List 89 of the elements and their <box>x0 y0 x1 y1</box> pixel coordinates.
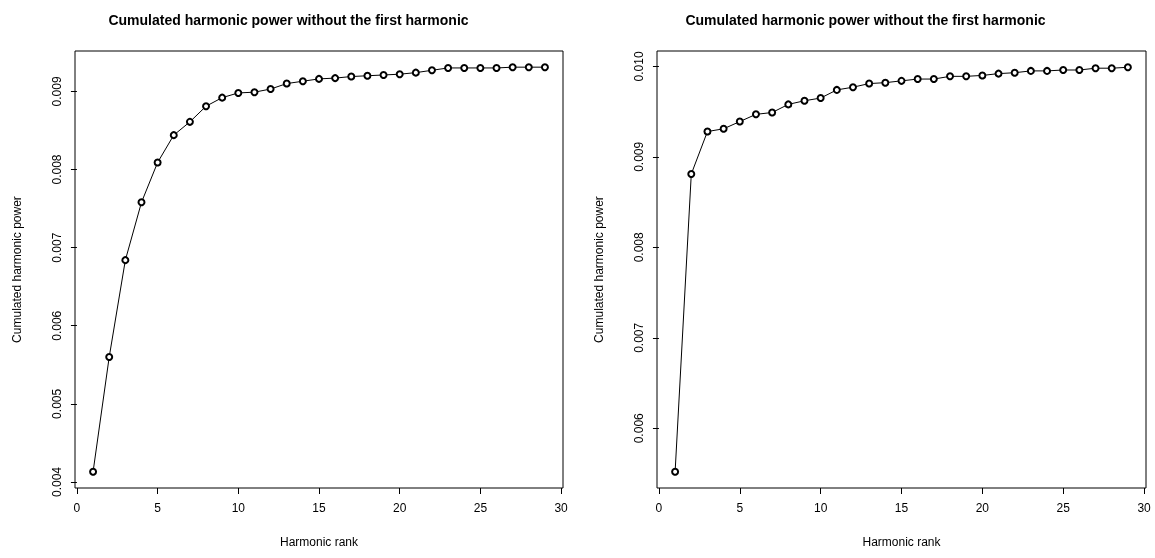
y-tick-label: 0.007 <box>632 322 646 353</box>
point <box>897 76 906 85</box>
point <box>492 63 501 72</box>
point <box>411 68 420 77</box>
point <box>218 93 227 102</box>
point <box>315 74 323 83</box>
point <box>735 117 744 126</box>
point <box>929 75 938 84</box>
point <box>137 198 146 207</box>
point <box>1059 66 1068 74</box>
x-tick-label: 5 <box>736 501 744 515</box>
point <box>913 75 922 84</box>
y-tick-label: 0.008 <box>632 231 646 263</box>
x-tick-label: 30 <box>1137 501 1152 515</box>
point <box>427 66 436 75</box>
point <box>460 63 469 72</box>
point <box>202 102 211 111</box>
point <box>524 63 533 72</box>
point <box>234 88 243 97</box>
point <box>363 71 372 80</box>
point <box>153 158 162 167</box>
point <box>331 74 340 83</box>
x-tick-label: 10 <box>813 501 828 515</box>
point <box>1091 64 1100 73</box>
point <box>994 69 1003 78</box>
x-tick-label: 20 <box>393 501 407 515</box>
point <box>703 127 712 136</box>
point <box>1026 66 1035 75</box>
point <box>444 63 453 72</box>
point <box>671 467 680 476</box>
point <box>379 70 388 79</box>
y-axis-title: Cumulated harmonic power <box>592 196 606 343</box>
point <box>751 110 760 119</box>
point <box>121 256 130 265</box>
chart-title: Cumulated harmonic power without the first harmonic <box>685 12 1046 28</box>
point <box>476 63 485 72</box>
point <box>250 88 259 97</box>
point <box>540 63 549 72</box>
x-tick-label: 5 <box>154 501 162 515</box>
point <box>832 85 841 94</box>
point <box>784 100 793 109</box>
point <box>816 94 825 103</box>
point <box>395 70 404 79</box>
y-tick-label: 0.007 <box>50 232 64 263</box>
y-tick-label: 0.009 <box>632 141 646 172</box>
x-tick-label: 25 <box>1056 501 1071 515</box>
point <box>105 353 114 361</box>
point <box>1010 68 1019 77</box>
y-tick-label: 0.010 <box>632 51 646 82</box>
y-axis-title: Cumulated harmonic power <box>10 196 24 343</box>
point <box>347 72 356 81</box>
point <box>298 77 307 86</box>
point <box>1123 63 1132 72</box>
point <box>962 72 971 81</box>
y-tick-label: 0.009 <box>50 76 64 107</box>
point <box>282 79 291 88</box>
point <box>508 63 517 72</box>
x-axis-title: Harmonic rank <box>862 535 942 549</box>
point <box>169 131 178 140</box>
y-tick-label: 0.008 <box>50 154 64 185</box>
x-tick-label: 20 <box>975 501 990 515</box>
point <box>1107 64 1116 73</box>
point <box>946 72 955 81</box>
x-tick-label: 0 <box>655 501 663 515</box>
x-tick-label: 30 <box>554 501 569 515</box>
point <box>687 170 696 179</box>
y-tick-label: 0.006 <box>632 412 646 444</box>
x-tick-label: 0 <box>73 501 81 515</box>
y-tick-label: 0.006 <box>50 310 64 341</box>
point <box>266 85 275 94</box>
point <box>1043 66 1052 75</box>
x-tick-label: 15 <box>894 501 909 515</box>
y-tick-label: 0.004 <box>50 466 64 497</box>
point <box>978 71 987 80</box>
point <box>800 96 809 105</box>
point <box>881 78 890 87</box>
point <box>848 83 857 92</box>
x-tick-label: 10 <box>231 501 246 515</box>
point <box>865 79 874 88</box>
point <box>768 108 777 117</box>
point <box>1075 66 1084 74</box>
x-axis-title: Harmonic rank <box>279 535 360 549</box>
x-tick-label: 25 <box>473 501 488 515</box>
point <box>185 117 194 126</box>
point <box>89 467 98 476</box>
y-tick-label: 0.005 <box>50 388 64 419</box>
chart-title: Cumulated harmonic power without the first harmonic <box>108 12 469 28</box>
x-tick-label: 15 <box>312 501 326 515</box>
point <box>719 124 728 133</box>
